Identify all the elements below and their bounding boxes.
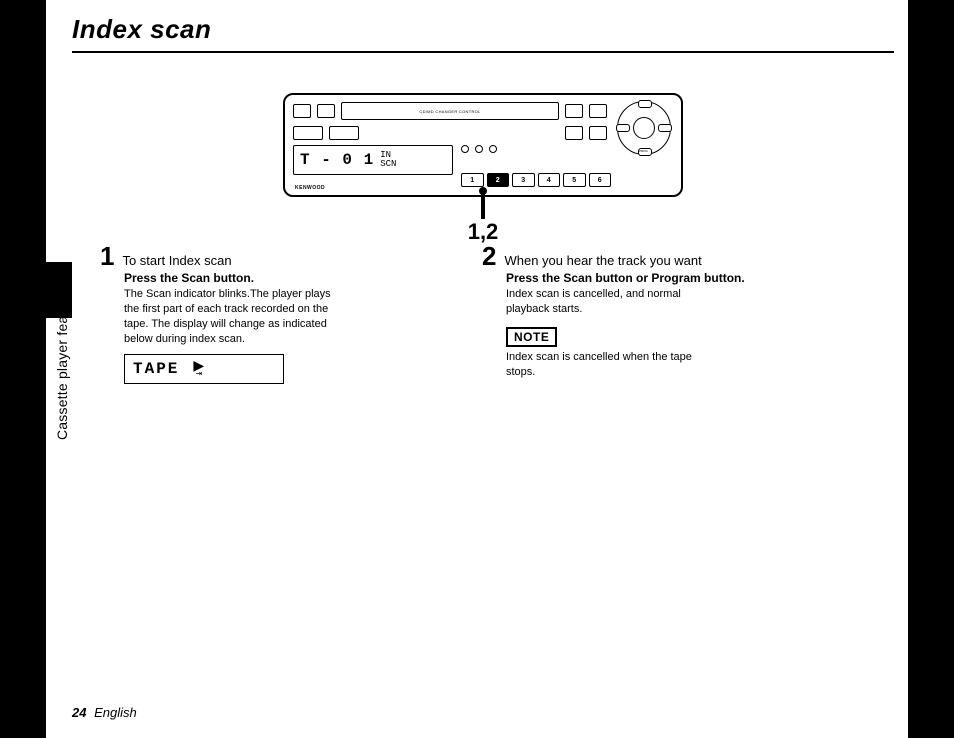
preset-3: 3 [512, 173, 535, 187]
radio-illustration-wrap: CD/MD CHANGER CONTROL T - 0 1 [72, 93, 894, 197]
step-2-head: 2 When you hear the track you want [482, 243, 834, 269]
callout: 1,2 [283, 201, 683, 235]
radio-top-row: CD/MD CHANGER CONTROL [293, 101, 673, 121]
step-1-title: To start Index scan [122, 253, 231, 268]
att-button [293, 126, 323, 140]
lcd-display: T - 0 1 IN SCN [293, 145, 453, 175]
page-language: English [94, 705, 137, 720]
preset-2: 2 [487, 173, 510, 187]
eject-button [565, 104, 583, 118]
tape-direction-icon: ⇥ [195, 370, 202, 378]
radio-bottom-row: T - 0 1 IN SCN [293, 145, 673, 175]
preset-1: 1 [461, 173, 484, 187]
lcd-side-text: IN SCN [380, 151, 396, 169]
lcd-figure-text: TAPE [133, 360, 179, 378]
knob-1 [461, 145, 469, 153]
preset-row: 1 2 3 4 5 6 [461, 173, 611, 187]
callout-line-icon [481, 189, 485, 219]
step-2-number: 2 [482, 243, 496, 269]
content-area: Index scan CD/MD CHANGER CONTROL [72, 14, 894, 724]
brand-label: KENWOOD [295, 185, 325, 191]
page: Cassette player features Index scan CD/M… [0, 0, 954, 738]
left-margin-bar [0, 0, 46, 738]
step-1-body: The Scan indicator blinks.The player pla… [124, 287, 334, 346]
car-stereo-illustration: CD/MD CHANGER CONTROL T - 0 1 [283, 93, 683, 197]
knob-3 [489, 145, 497, 153]
small-button-a [565, 126, 583, 140]
step-1-sub: Press the Scan button. [124, 271, 452, 285]
dial-east [658, 124, 672, 132]
step-1-column: 1 To start Index scan Press the Scan but… [100, 243, 452, 384]
step-2-sub: Press the Scan button or Program button. [506, 271, 834, 285]
page-footer: 24 English [72, 705, 137, 720]
section-side-label: Cassette player features [54, 270, 70, 440]
nav-up-button [317, 104, 335, 118]
small-button-b [589, 126, 607, 140]
nav-down-button [293, 104, 311, 118]
preset-4: 4 [538, 173, 561, 187]
preset-5: 5 [563, 173, 586, 187]
aux-button-1 [589, 104, 607, 118]
step-1-head: 1 To start Index scan [100, 243, 452, 269]
note-box: NOTE [506, 327, 557, 347]
page-title: Index scan [72, 14, 894, 53]
lcd-main-text: T - 0 1 [300, 151, 374, 169]
step-2-title: When you hear the track you want [504, 253, 701, 268]
knob-row [461, 145, 497, 153]
step-2-column: 2 When you hear the track you want Press… [482, 243, 834, 384]
note-text: Index scan is cancelled when the tape st… [506, 350, 706, 380]
cassette-slot: CD/MD CHANGER CONTROL [341, 102, 559, 120]
step-1-lcd-figure: TAPE ▶ ⇥ [124, 354, 284, 384]
page-number: 24 [72, 705, 86, 720]
steps-row: 1 To start Index scan Press the Scan but… [72, 243, 894, 384]
knob-2 [475, 145, 483, 153]
step-2-body: Index scan is cancelled, and normal play… [506, 287, 716, 317]
dial-inner [633, 117, 655, 139]
main-dial: PROG [617, 101, 671, 155]
aud-button [329, 126, 359, 140]
dial-south: PROG [638, 148, 652, 156]
right-margin-bar [908, 0, 954, 738]
dial-north [638, 100, 652, 108]
preset-6: 6 [589, 173, 612, 187]
step-1-number: 1 [100, 243, 114, 269]
dial-west [616, 124, 630, 132]
